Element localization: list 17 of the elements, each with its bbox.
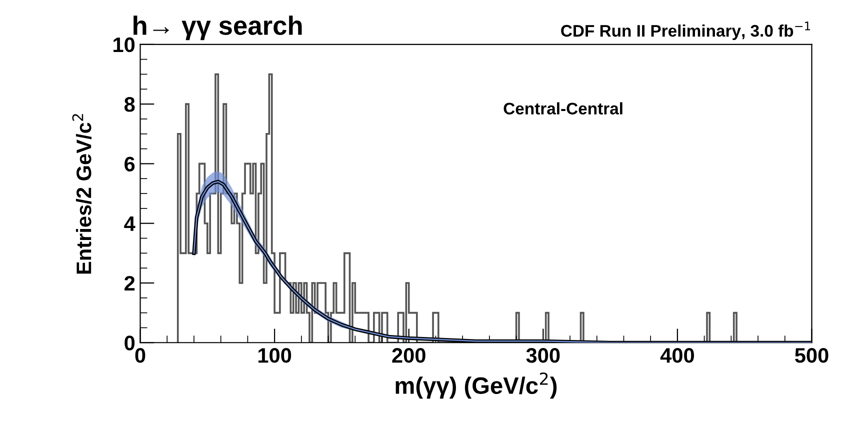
x-tick-label: 500 [795, 348, 828, 363]
y-axis-title: Entries/2 GeV/c$^{2}$ [72, 114, 92, 274]
x-tick-label: 0 [135, 348, 146, 363]
annotation: Central-Central [504, 102, 622, 114]
chart-title: h→ γγ search [134, 16, 302, 40]
y-tick-label: 10 [114, 37, 135, 52]
y-tick-label: 8 [124, 97, 135, 112]
y-tick-label: 0 [124, 336, 135, 350]
text: CDF Run II Preliminary, 3.0 fb$^{−1}$ [561, 22, 810, 40]
y-tick-label: 6 [124, 156, 135, 172]
x-tick-label: 200 [392, 348, 426, 363]
x-tick-label: 100 [258, 348, 292, 363]
y-tick-label: 4 [124, 216, 136, 231]
x-tick-label: 400 [660, 348, 694, 363]
x-tick-label: 300 [526, 348, 560, 363]
y-tick-label: 2 [124, 276, 135, 291]
x-axis-title: m(γγ) (GeV/c$^{2}$) [396, 372, 557, 399]
